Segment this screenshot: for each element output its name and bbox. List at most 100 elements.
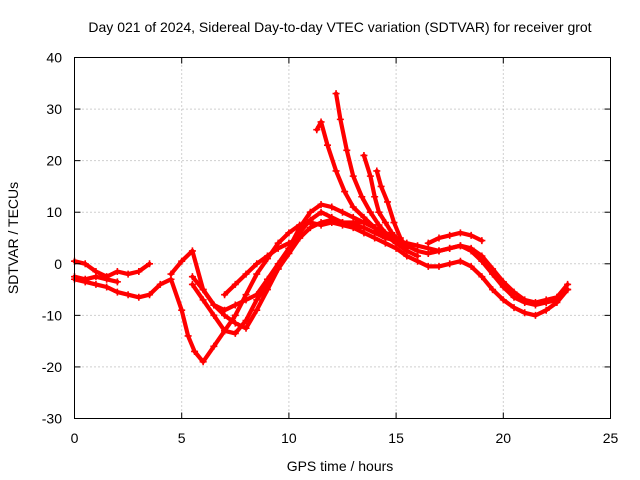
data-point [521,309,529,317]
data-point [306,216,314,224]
data-point [221,327,229,335]
series-track-12 [424,229,486,247]
data-point [178,306,186,314]
data-point [332,167,340,175]
data-point [199,358,207,366]
data-point [360,213,368,221]
data-point [317,219,325,227]
plot-frame [74,57,611,419]
data-point [377,182,385,190]
data-point [446,244,454,252]
data-point [306,208,314,216]
y-tick-label: 10 [46,204,62,220]
data-point [81,275,89,283]
y-tick-label: 30 [46,101,62,117]
data-point [336,115,344,123]
x-tick-label: 5 [178,430,186,446]
data-point [253,270,261,278]
data-point [341,188,349,196]
data-point [349,172,357,180]
x-tick-label: 20 [496,430,512,446]
data-point [242,296,250,304]
data-point [371,224,379,232]
data-point [456,257,464,265]
data-point [510,304,518,312]
data-point [467,231,475,239]
data-point [375,221,383,229]
series-track-9 [332,90,400,247]
data-point [221,311,229,319]
data-point [489,270,497,278]
x-tick-label: 25 [603,430,619,446]
data-point [92,280,100,288]
data-point [499,296,507,304]
y-tick-label: -30 [42,411,62,427]
y-axis-title: SDTVAR / TECUs [5,182,21,294]
data-point [424,262,432,270]
data-point [135,293,143,301]
data-point [446,260,454,268]
series-track-8 [313,118,389,242]
data-point [92,273,100,281]
data-point [542,306,550,314]
data-point [135,268,143,276]
data-point [456,242,464,250]
data-point [349,219,357,227]
data-point [396,234,404,242]
data-point [531,301,539,309]
data-point [188,247,196,255]
tick-layer: 0 5 10 15 20 25 -30 -20 -10 0 10 20 30 40 [42,50,619,447]
x-tick-label: 0 [71,430,79,446]
data-point [317,200,325,208]
data-point [371,193,379,201]
data-point [390,219,398,227]
data-point [414,252,422,260]
data-point [253,306,261,314]
data-point [366,208,374,216]
data-point [210,342,218,350]
data-point [388,229,396,237]
data-point [184,332,192,340]
y-tick-label: 20 [46,153,62,169]
x-tick-label: 15 [388,430,404,446]
data-point [317,208,325,216]
series-line [222,235,302,297]
data-point [221,291,229,299]
data-point [306,224,314,232]
data-point [521,298,529,306]
data-point [446,231,454,239]
data-point [242,270,250,278]
data-point [253,296,261,304]
series-track-2 [71,219,572,366]
data-point [339,208,346,216]
data-point [435,234,443,242]
data-point [81,260,89,268]
data-point [435,247,443,255]
data-point [263,280,271,288]
grid-layer [74,57,611,419]
data-point [328,216,336,224]
data-point [188,273,196,281]
data-point [414,242,422,250]
data-point [467,247,475,255]
y-tick-label: 0 [54,256,62,272]
data-point [358,193,366,201]
data-point [113,288,121,296]
data-point [231,301,239,309]
data-point [199,296,207,304]
data-point [403,244,411,252]
data-point [274,265,282,273]
y-tick-label: 40 [46,50,62,66]
data-point [317,118,325,126]
data-point [313,126,321,134]
data-point [103,275,111,283]
data-point [564,286,572,294]
data-point [478,257,486,265]
data-point [191,347,199,355]
data-point [366,172,374,180]
data-point [103,283,111,291]
data-point [231,329,239,337]
data-point [167,270,175,278]
data-point [285,249,293,257]
data-point [435,262,443,270]
